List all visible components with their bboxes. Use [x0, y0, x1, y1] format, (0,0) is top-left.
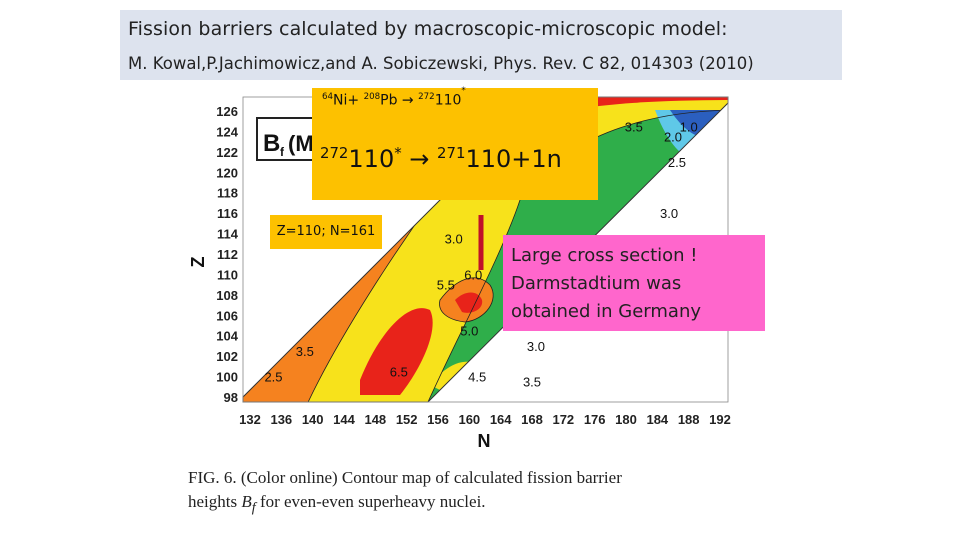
y-tick-label: 110 — [217, 267, 238, 282]
x-tick-label: 172 — [552, 412, 574, 427]
contour-labels: 2.5 3.5 6.5 5.5 6.0 3.0 5.0 4.5 3.0 3.5 3.5 1.02.0 2… — [264, 119, 697, 389]
contour-value-label: 5.5 — [437, 278, 455, 293]
contour-value-label: 2.5 — [668, 155, 686, 170]
note-line: obtained in Germany — [511, 301, 702, 322]
legend-unit: (M — [288, 131, 314, 156]
x-tick-label: 176 — [584, 412, 606, 427]
reference-volume: 82, 014303 (2010) — [599, 54, 754, 73]
x-axis-label: N — [478, 431, 491, 451]
x-tick-label: 184 — [646, 412, 668, 427]
contour-value-label: 1.0 — [680, 119, 698, 134]
contour-value-label: 2.5 — [264, 370, 282, 385]
y-tick-label: 106 — [216, 308, 238, 323]
contour-value-label: 3.0 — [660, 206, 678, 221]
note-box: Large cross section ! Darmstadtium was o… — [503, 235, 765, 331]
x-tick-label: 180 — [615, 412, 637, 427]
y-tick-label: 104 — [216, 329, 238, 344]
contour-value-label: 6.5 — [390, 364, 408, 379]
figure-caption-line: FIG. 6. (Color online) Contour map of ca… — [188, 468, 622, 487]
y-tick-label: 114 — [217, 227, 239, 242]
y-axis-label: Z — [188, 257, 208, 268]
x-tick-label: 148 — [364, 412, 386, 427]
y-axis-ticks: 98 100 102 104 106 108 110 112 114 116 118 120 122 12… — [216, 104, 238, 405]
x-axis-ticks: 132 136 140 144 148 152 156 160 164 168 172 176 180 1… — [239, 412, 731, 427]
y-tick-label: 98 — [224, 390, 238, 405]
y-tick-label: 102 — [216, 349, 238, 364]
contour-value-label: 3.5 — [296, 344, 314, 359]
y-tick-label: 118 — [217, 186, 238, 201]
contour-value-label: 3.0 — [445, 232, 463, 247]
x-tick-label: 168 — [521, 412, 543, 427]
region-red-lobe — [360, 308, 433, 395]
x-tick-label: 188 — [678, 412, 700, 427]
x-tick-label: 140 — [302, 412, 324, 427]
legend-subscript: f — [280, 145, 285, 159]
figure-caption-line: heights Bf for even-even superheavy nucl… — [188, 492, 486, 516]
x-tick-label: 136 — [270, 412, 292, 427]
note-line: Darmstadtium was — [511, 273, 682, 294]
region-red-island — [455, 292, 483, 313]
reaction-box: 64Ni+ 208Pb → 272110* 272110* → 271110+1… — [312, 86, 598, 200]
y-tick-label: 126 — [216, 104, 238, 119]
y-tick-label: 100 — [216, 370, 238, 385]
contour-line — [439, 277, 494, 323]
contour-value-label: 3.5 — [523, 375, 541, 390]
x-tick-label: 156 — [427, 412, 449, 427]
x-tick-label: 144 — [333, 412, 355, 427]
y-tick-label: 108 — [216, 288, 238, 303]
contour-value-label: 6.0 — [464, 267, 482, 282]
x-tick-label: 164 — [490, 412, 512, 427]
contour-value-label: 5.0 — [460, 324, 478, 339]
x-tick-label: 152 — [396, 412, 418, 427]
x-tick-label: 132 — [239, 412, 261, 427]
contour-value-label: 3.0 — [527, 339, 545, 354]
y-tick-label: 122 — [216, 145, 238, 160]
x-tick-label: 160 — [458, 412, 480, 427]
contour-value-label: 3.5 — [625, 119, 643, 134]
title-line: Fission barriers calculated by macroscop… — [128, 18, 728, 40]
y-tick-label: 120 — [216, 165, 238, 180]
y-tick-label: 116 — [217, 206, 238, 221]
reference-authors: M. Kowal,P.Jachimowicz,and A. Sobiczewsk… — [128, 54, 600, 73]
nucleus-label: Z=110; N=161 — [270, 215, 382, 249]
y-tick-label: 124 — [216, 124, 238, 139]
contour-value-label: 2.0 — [664, 130, 682, 145]
y-tick-label: 112 — [217, 247, 238, 262]
reference-line: M. Kowal,P.Jachimowicz,and A. Sobiczewsk… — [128, 54, 754, 73]
contour-value-label: 4.5 — [468, 370, 486, 385]
note-line: Large cross section ! — [511, 245, 698, 266]
title-banner: Fission barriers calculated by macroscop… — [120, 10, 842, 80]
x-tick-label: 192 — [709, 412, 731, 427]
reaction-equation-small: 64Ni+ 208Pb → 272110* — [322, 86, 466, 109]
legend-title: B — [263, 130, 280, 157]
reaction-equation-large: 272110* → 271110+1n — [320, 144, 562, 173]
